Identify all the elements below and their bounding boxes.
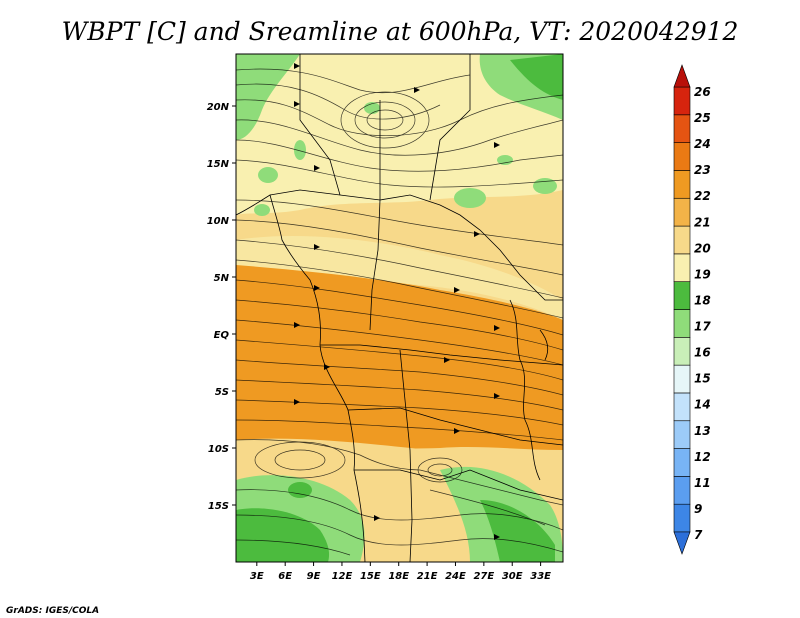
colorbar-segment bbox=[673, 420, 691, 449]
colorbar-label: 15 bbox=[694, 372, 711, 386]
lon-tick-label: 12E bbox=[332, 571, 353, 582]
lat-tick-label: 5N bbox=[214, 273, 230, 284]
wbpt-patch bbox=[288, 482, 312, 498]
colorbar-label: 19 bbox=[694, 267, 711, 281]
colorbar-segment bbox=[673, 476, 691, 505]
wbpt-region-18-sw bbox=[236, 508, 330, 562]
map-frame bbox=[235, 53, 564, 563]
colorbar-max-arrow bbox=[673, 64, 691, 88]
wbpt-region-18-se bbox=[480, 500, 555, 562]
colorbar-label: 21 bbox=[694, 215, 711, 229]
colorbar-label: 12 bbox=[694, 450, 711, 464]
lat-tick-label: 10S bbox=[208, 444, 229, 455]
wbpt-region-17-nw bbox=[236, 54, 300, 140]
streamline-arrows bbox=[294, 63, 500, 540]
latitude-axis: 20N 15N 10N 5N EQ 5S 10S 15S bbox=[207, 102, 236, 512]
colorbar-label: 14 bbox=[694, 398, 711, 412]
colorbar-label: 20 bbox=[694, 241, 711, 255]
colorbar-min-arrow bbox=[673, 531, 691, 555]
colorbar-label: 9 bbox=[694, 502, 702, 516]
lon-tick-label: 9E bbox=[307, 571, 321, 582]
colorbar-segment bbox=[673, 281, 691, 310]
colorbar-label: 23 bbox=[694, 163, 711, 177]
lat-tick-label: 15N bbox=[207, 159, 230, 170]
wbpt-patch bbox=[258, 167, 278, 183]
wbpt-patch bbox=[454, 188, 486, 208]
wbpt-region-19-band bbox=[236, 235, 563, 320]
colorbar-segment bbox=[673, 448, 691, 477]
wbpt-region-18-ne bbox=[510, 54, 563, 100]
wbpt-patch bbox=[533, 178, 557, 194]
lat-tick-label: EQ bbox=[214, 330, 230, 341]
lat-tick-label: 20N bbox=[207, 102, 230, 113]
lon-tick-label: 18E bbox=[388, 571, 409, 582]
colorbar-segment bbox=[673, 86, 691, 116]
colorbar-label: 24 bbox=[694, 137, 711, 151]
colorbar-segment bbox=[673, 503, 691, 533]
streamlines bbox=[236, 68, 563, 556]
colorbar-segment bbox=[673, 337, 691, 366]
lon-tick-label: 27E bbox=[473, 571, 494, 582]
wbpt-patch bbox=[294, 140, 306, 160]
colorbar-label: 25 bbox=[694, 111, 711, 125]
wbpt-patch bbox=[254, 204, 270, 216]
lon-tick-label: 6E bbox=[278, 571, 292, 582]
colorbar-segment bbox=[673, 309, 691, 338]
map-panel bbox=[236, 54, 563, 562]
colorbar-segment bbox=[673, 225, 691, 255]
lon-tick-label: 33E bbox=[530, 571, 551, 582]
colorbar-segment bbox=[673, 197, 691, 227]
lon-tick-label: 3E bbox=[250, 571, 264, 582]
wbpt-patch bbox=[497, 155, 513, 165]
colorbar-segment bbox=[673, 114, 691, 143]
colorbar-segment bbox=[673, 392, 691, 422]
lat-tick-label: 15S bbox=[208, 501, 229, 512]
colorbar-label: 22 bbox=[694, 189, 711, 203]
longitude-axis: 3E 6E 9E 12E 15E 18E 21E 24E 27E 30E 33E bbox=[250, 562, 551, 582]
wbpt-region-21 bbox=[236, 265, 563, 450]
colorbar-label: 11 bbox=[694, 476, 711, 490]
lat-tick-label: 10N bbox=[207, 216, 230, 227]
colorbar: 7 9 11 12 13 14 15 16 17 18 19 20 21 22 23 24 25 26 bbox=[673, 64, 711, 555]
figure-title: WBPT [C] and Sreamline at 600hPa, VT: 20… bbox=[62, 17, 739, 46]
wbpt-region-19 bbox=[236, 54, 563, 215]
grads-credit: GrADS: IGES/COLA bbox=[6, 606, 99, 616]
colorbar-segment bbox=[673, 142, 691, 171]
colorbar-label: 7 bbox=[694, 528, 703, 542]
colorbar-label: 26 bbox=[694, 85, 711, 99]
colorbar-segment bbox=[673, 364, 691, 394]
colorbar-label: 17 bbox=[694, 320, 711, 334]
colorbar-label: 13 bbox=[694, 424, 711, 438]
lon-tick-label: 24E bbox=[445, 571, 466, 582]
colorbar-segment bbox=[673, 170, 691, 199]
lat-tick-label: 5S bbox=[215, 387, 229, 398]
colorbar-label: 16 bbox=[694, 346, 711, 360]
colorbar-segment bbox=[673, 253, 691, 282]
lon-tick-label: 21E bbox=[417, 571, 438, 582]
colorbar-label: 18 bbox=[694, 293, 711, 307]
country-borders bbox=[236, 54, 563, 562]
lon-tick-label: 30E bbox=[502, 571, 523, 582]
lon-tick-label: 15E bbox=[360, 571, 381, 582]
